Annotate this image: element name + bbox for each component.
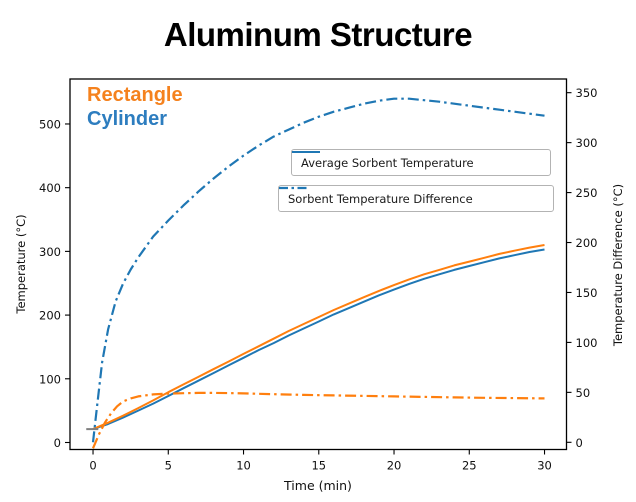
x-tick-label: 0 xyxy=(89,459,96,473)
x-tick-label: 5 xyxy=(165,459,172,473)
curve-rectangle-sorbent-temperature-difference xyxy=(91,391,545,449)
y-right-tick-label: 100 xyxy=(576,336,598,350)
x-axis-label: Time (min) xyxy=(284,478,352,493)
cylinder-series-label: Cylinder xyxy=(87,108,168,130)
y-right-tick-label: 350 xyxy=(576,86,598,100)
y-axis-label-left: Temperature (°C) xyxy=(14,214,28,314)
y-right-tick-label: 50 xyxy=(576,386,591,400)
y-left-tick-label: 0 xyxy=(54,436,61,450)
x-tick-label: 15 xyxy=(311,459,326,473)
y-left-tick-label: 400 xyxy=(39,181,61,195)
solid-line-sample-icon xyxy=(292,151,320,153)
y-left-tick-label: 500 xyxy=(39,117,61,131)
dashdot-line-sample-icon xyxy=(279,186,309,190)
y-right-tick-label: 200 xyxy=(576,236,598,250)
y-right-tick-label: 250 xyxy=(576,186,598,200)
rectangle-series-label: Rectangle xyxy=(87,84,183,106)
x-tick-label: 25 xyxy=(462,459,477,473)
y-right-tick-label: 300 xyxy=(576,136,598,150)
curve-cylinder-sorbent-temperature-difference xyxy=(91,97,545,443)
legend-label: Average Sorbent Temperature xyxy=(301,155,474,170)
x-tick-label: 30 xyxy=(537,459,552,473)
x-tick-label: 10 xyxy=(236,459,251,473)
axes-frame xyxy=(69,78,568,451)
y-right-tick-label: 150 xyxy=(576,286,598,300)
y-left-tick-label: 100 xyxy=(39,372,61,386)
x-tick-label: 20 xyxy=(387,459,402,473)
y-left-tick-label: 300 xyxy=(39,245,61,259)
curve-cylinder-average-sorbent-temperature xyxy=(92,248,545,431)
y-axis-label-right: Temperature Difference (°C) xyxy=(611,183,625,347)
y-right-tick-label: 0 xyxy=(576,436,583,450)
curve-rectangle-average-sorbent-temperature xyxy=(92,244,545,431)
legend-temperature-difference: Sorbent Temperature Difference xyxy=(278,185,554,212)
y-left-tick-label: 200 xyxy=(39,309,61,323)
legend-average-temperature: Average Sorbent Temperature xyxy=(291,149,551,176)
legend-label: Sorbent Temperature Difference xyxy=(288,191,473,206)
chart-title: Aluminum Structure xyxy=(163,16,473,53)
